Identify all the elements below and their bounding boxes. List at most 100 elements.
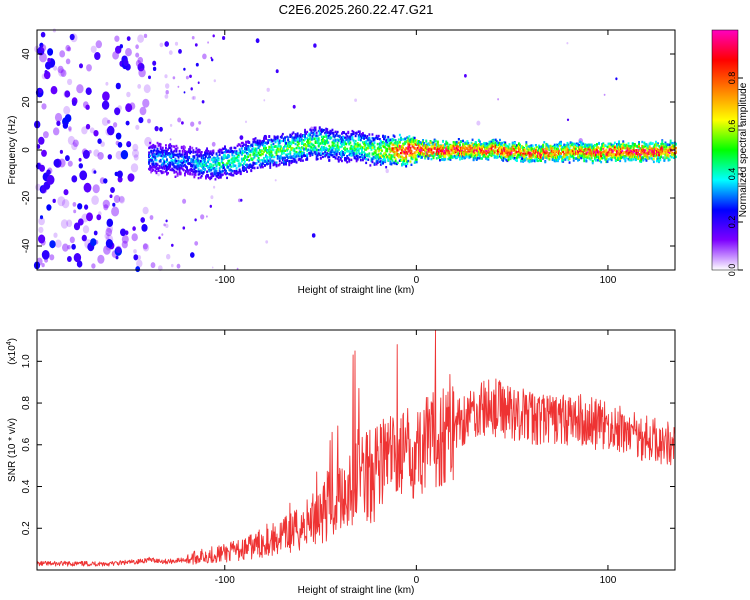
spectrogram-ridge-cell bbox=[322, 129, 324, 132]
y-tick-label: 40 bbox=[21, 48, 32, 60]
spectrogram-ridge-cell bbox=[148, 146, 150, 150]
spectrogram-ridge-cell bbox=[343, 131, 345, 135]
spectrogram-ridge-cell bbox=[624, 155, 627, 158]
spectrogram-ridge-cell bbox=[590, 149, 593, 153]
spectrogram-ridge-cell bbox=[560, 142, 562, 145]
spectrogram-ridge-cell bbox=[427, 150, 430, 154]
spectrogram-ridge-cell bbox=[429, 148, 432, 152]
spectrogram-noise-cell bbox=[85, 104, 90, 110]
spectrogram-ridge-cell bbox=[375, 160, 378, 164]
spectrogram-ridge-cell bbox=[325, 135, 328, 138]
spectrogram-ridge-cell bbox=[211, 166, 214, 169]
spectrogram-ridge-cell bbox=[545, 147, 548, 150]
spectrogram-ridge-cell bbox=[535, 154, 538, 157]
spectrogram-ridge-cell bbox=[259, 163, 262, 166]
spectrogram-ridge-cell bbox=[209, 177, 212, 181]
spectrogram-ridge-cell bbox=[444, 158, 447, 161]
spectrogram-noise-cell bbox=[62, 243, 69, 252]
spectrogram-ridge-cell bbox=[343, 153, 345, 157]
spectrogram-ridge-cell bbox=[303, 153, 305, 156]
spectrogram-ridge-cell bbox=[265, 160, 267, 163]
spectrogram-ridge-cell bbox=[591, 145, 594, 148]
spectrogram-ridge-cell bbox=[543, 149, 546, 152]
spectrogram-ridge-cell bbox=[233, 150, 236, 153]
spectrogram-ridge-cell bbox=[466, 140, 469, 143]
spectrogram-ridge-cell bbox=[232, 156, 235, 160]
spectrogram-ridge-cell bbox=[651, 157, 654, 161]
spectrogram-ridge-cell bbox=[329, 137, 332, 140]
spectrogram-ridge-cell bbox=[248, 159, 251, 162]
spectrogram-ridge-cell bbox=[182, 157, 185, 160]
spectrogram-noise-cell bbox=[313, 43, 317, 48]
spectrogram-ridge-cell bbox=[529, 152, 532, 155]
spectrogram-noise-cell bbox=[615, 77, 618, 81]
spectrogram-ridge-cell bbox=[511, 156, 514, 159]
spectrogram-ridge-cell bbox=[569, 155, 572, 158]
spectrogram-ridge-cell bbox=[617, 147, 619, 150]
spectrogram-ridge-cell bbox=[532, 150, 535, 154]
spectrogram-noise-cell bbox=[65, 58, 71, 65]
spectrogram-ridge-cell bbox=[350, 154, 353, 157]
spectrogram-ridge-cell bbox=[288, 156, 291, 159]
spectrogram-ridge-cell bbox=[434, 153, 437, 156]
spectrogram-ridge-cell bbox=[261, 139, 264, 143]
spectrogram-ridge-cell bbox=[507, 155, 510, 158]
spectrogram-ridge-cell bbox=[463, 147, 466, 150]
spectrogram-ridge-cell bbox=[504, 152, 507, 155]
spectrogram-ridge-cell bbox=[551, 158, 554, 161]
spectrogram-ridge-cell bbox=[390, 157, 393, 160]
spectrogram-ridge-cell bbox=[557, 154, 559, 157]
spectrogram-ridge-cell bbox=[578, 158, 580, 161]
spectrogram-ridge-cell bbox=[331, 131, 334, 135]
spectrogram-ridge-cell bbox=[149, 146, 152, 149]
spectrogram-ridge-cell bbox=[236, 155, 239, 159]
spectrogram-ridge-cell bbox=[389, 142, 392, 145]
spectrogram-ridge-cell bbox=[575, 152, 578, 155]
spectrogram-ridge-cell bbox=[149, 154, 152, 157]
spectrogram-ridge-cell bbox=[373, 141, 376, 145]
spectrogram-ridge-cell bbox=[551, 145, 554, 149]
spectrogram-ridge-cell bbox=[179, 172, 182, 176]
spectrogram-noise-cell bbox=[83, 101, 89, 109]
spectrogram-ridge-cell bbox=[405, 146, 408, 150]
spectrogram-ridge-cell bbox=[390, 147, 393, 150]
spectrogram-ridge-cell bbox=[277, 148, 280, 151]
spectrogram-ridge-cell bbox=[449, 147, 452, 150]
spectrogram-ridge-cell bbox=[315, 134, 318, 137]
spectrogram-ridge-cell bbox=[304, 130, 306, 133]
spectrogram-ridge-cell bbox=[195, 166, 198, 169]
spectrogram-noise-cell bbox=[114, 246, 123, 256]
spectrogram-ridge-cell bbox=[516, 154, 519, 157]
spectrogram-ridge-cell bbox=[470, 144, 473, 148]
spectrogram-ridge-cell bbox=[548, 147, 551, 150]
spectrogram-ridge-cell bbox=[182, 164, 185, 168]
spectrogram-ridge-cell bbox=[414, 158, 417, 161]
spectrogram-ridge-cell bbox=[406, 160, 409, 163]
spectrogram-noise-cell bbox=[275, 69, 279, 74]
spectrogram-ridge-cell bbox=[368, 144, 371, 147]
spectrogram-ridge-cell bbox=[646, 153, 649, 157]
spectrogram-ridge-cell bbox=[277, 164, 280, 167]
spectrogram-ridge-cell bbox=[459, 155, 461, 158]
spectrogram-ridge-cell bbox=[273, 155, 276, 159]
spectrogram-ridge-cell bbox=[230, 173, 233, 176]
spectrogram-ridge-cell bbox=[444, 155, 447, 159]
spectrogram-ridge-cell bbox=[386, 150, 389, 153]
spectrogram-ridge-cell bbox=[603, 154, 606, 158]
spectrogram-ridge-cell bbox=[197, 161, 200, 164]
spectrogram-ridge-cell bbox=[265, 155, 267, 159]
spectrogram-ridge-cell bbox=[558, 157, 560, 160]
spectrogram-ridge-cell bbox=[339, 156, 342, 160]
spectrogram-ridge-cell bbox=[270, 140, 273, 143]
spectrogram-noise-cell bbox=[84, 204, 89, 210]
spectrogram-ridge-cell bbox=[355, 154, 358, 157]
spectrogram-ridge-cell bbox=[401, 163, 403, 166]
spectrogram-ridge-cell bbox=[447, 149, 450, 152]
spectrogram-ridge-cell bbox=[675, 150, 677, 153]
spectrogram-ridge-cell bbox=[485, 142, 488, 145]
y-tick-label: -40 bbox=[21, 238, 32, 253]
spectrogram-ridge-cell bbox=[335, 146, 338, 149]
spectrogram-ridge-cell bbox=[341, 138, 343, 141]
spectrogram-ridge-cell bbox=[473, 143, 476, 146]
spectrogram-ridge-cell bbox=[221, 147, 224, 150]
